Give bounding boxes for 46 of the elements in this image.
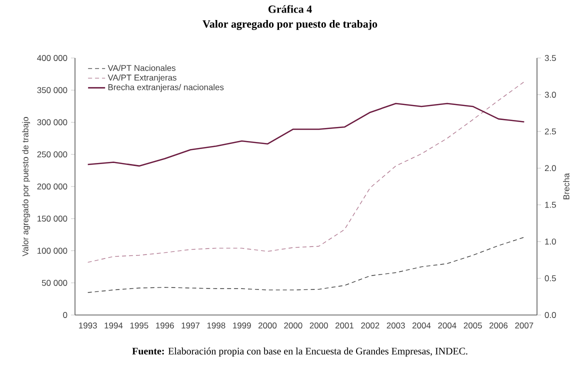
- x-tick-label: 2000: [310, 322, 328, 328]
- y-tick-label: 200 000: [37, 184, 68, 190]
- y2-axis-title: Brecha: [563, 173, 570, 200]
- y2-tick-label: 2.0: [544, 165, 556, 172]
- x-tick-label: 2005: [464, 322, 482, 328]
- y-tick-label: 350 000: [37, 87, 68, 94]
- x-tick-label: 1993: [79, 322, 97, 328]
- y-tick-label: 400 000: [37, 55, 68, 61]
- x-tick-label: 1997: [182, 322, 200, 328]
- line-series: [87, 102, 525, 167]
- x-tick-label: 1999: [233, 322, 251, 328]
- legend-label: Brecha extranjeras/ nacionales: [108, 84, 224, 92]
- y-tick-label: 250 000: [37, 151, 68, 158]
- y2-tick-label: 0.0: [544, 312, 556, 318]
- x-tick-label: 2006: [490, 322, 508, 328]
- y-tick-label: 0: [63, 312, 68, 318]
- x-tick-label: 2003: [386, 322, 405, 328]
- x-tick-label: 2001: [336, 322, 354, 328]
- y2-tick-label: 1.5: [545, 202, 556, 208]
- y-tick-label: 100 000: [38, 248, 68, 254]
- x-tick-label: 2004: [438, 322, 456, 328]
- y2-tick-label: 3.0: [544, 92, 556, 98]
- legend-label: VA/PT Nacionales: [108, 64, 176, 71]
- line-series: [87, 81, 525, 263]
- y2-tick-label: 2.5: [544, 128, 556, 134]
- x-tick-label: 2000: [284, 322, 302, 328]
- y2-tick-label: 1.0: [545, 238, 556, 245]
- x-tick-label: 2000: [258, 322, 277, 328]
- y-tick-label: 300 000: [37, 119, 68, 126]
- x-tick-label: 2007: [515, 322, 534, 328]
- y-tick-label: 50 000: [42, 280, 68, 286]
- chart-subtitle: Valor agregado por puesto de trabajo: [202, 20, 378, 30]
- x-tick-label: 1998: [207, 322, 226, 328]
- text: Fuente: Elaboración propia con base en la Encuesta de Grandes Empresas, INDEC.: [132, 347, 468, 357]
- legend-label: VA/PT Extranjeras: [108, 74, 176, 82]
- chart-title: Gráfica 4: [268, 5, 312, 13]
- y-axis-title: Valor agregado por puesto de trabajo: [22, 117, 30, 256]
- y2-tick-label: 3.5: [544, 55, 556, 61]
- line-series: [87, 236, 525, 293]
- x-tick-label: 2004: [412, 322, 431, 328]
- y2-tick-label: 0.5: [544, 275, 556, 282]
- y-tick-label: 150 000: [38, 216, 68, 222]
- x-tick-label: 2002: [361, 322, 380, 328]
- x-tick-label: 1994: [104, 322, 123, 328]
- x-tick-label: 1996: [156, 322, 174, 328]
- x-tick-label: 1995: [130, 322, 148, 328]
